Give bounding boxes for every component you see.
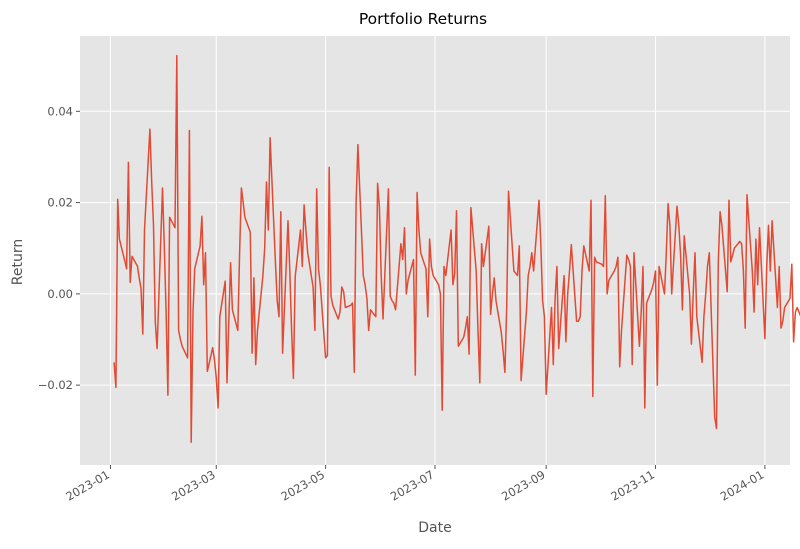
x-axis-label: Date bbox=[418, 520, 451, 536]
y-tick-label: 0.04 bbox=[47, 104, 73, 118]
y-axis-label: Return bbox=[10, 239, 26, 285]
x-tick-label: 2023-07 bbox=[388, 467, 437, 503]
x-tick-label: 2023-05 bbox=[279, 467, 328, 503]
x-tick-label: 2023-01 bbox=[63, 467, 112, 503]
x-tick-label: 2023-03 bbox=[169, 467, 218, 503]
y-tick-label: 0.02 bbox=[47, 196, 73, 210]
y-tick-label: −0.02 bbox=[38, 378, 73, 392]
x-tick-label: 2024-01 bbox=[718, 467, 767, 503]
chart-title: Portfolio Returns bbox=[359, 10, 487, 28]
x-tick-label: 2023-11 bbox=[608, 467, 657, 503]
series-layer bbox=[113, 54, 800, 443]
y-tick-label: 0.00 bbox=[47, 287, 73, 301]
x-tick-label: 2023-09 bbox=[499, 467, 548, 503]
series-line bbox=[113, 54, 800, 443]
grid-lines bbox=[80, 36, 790, 465]
